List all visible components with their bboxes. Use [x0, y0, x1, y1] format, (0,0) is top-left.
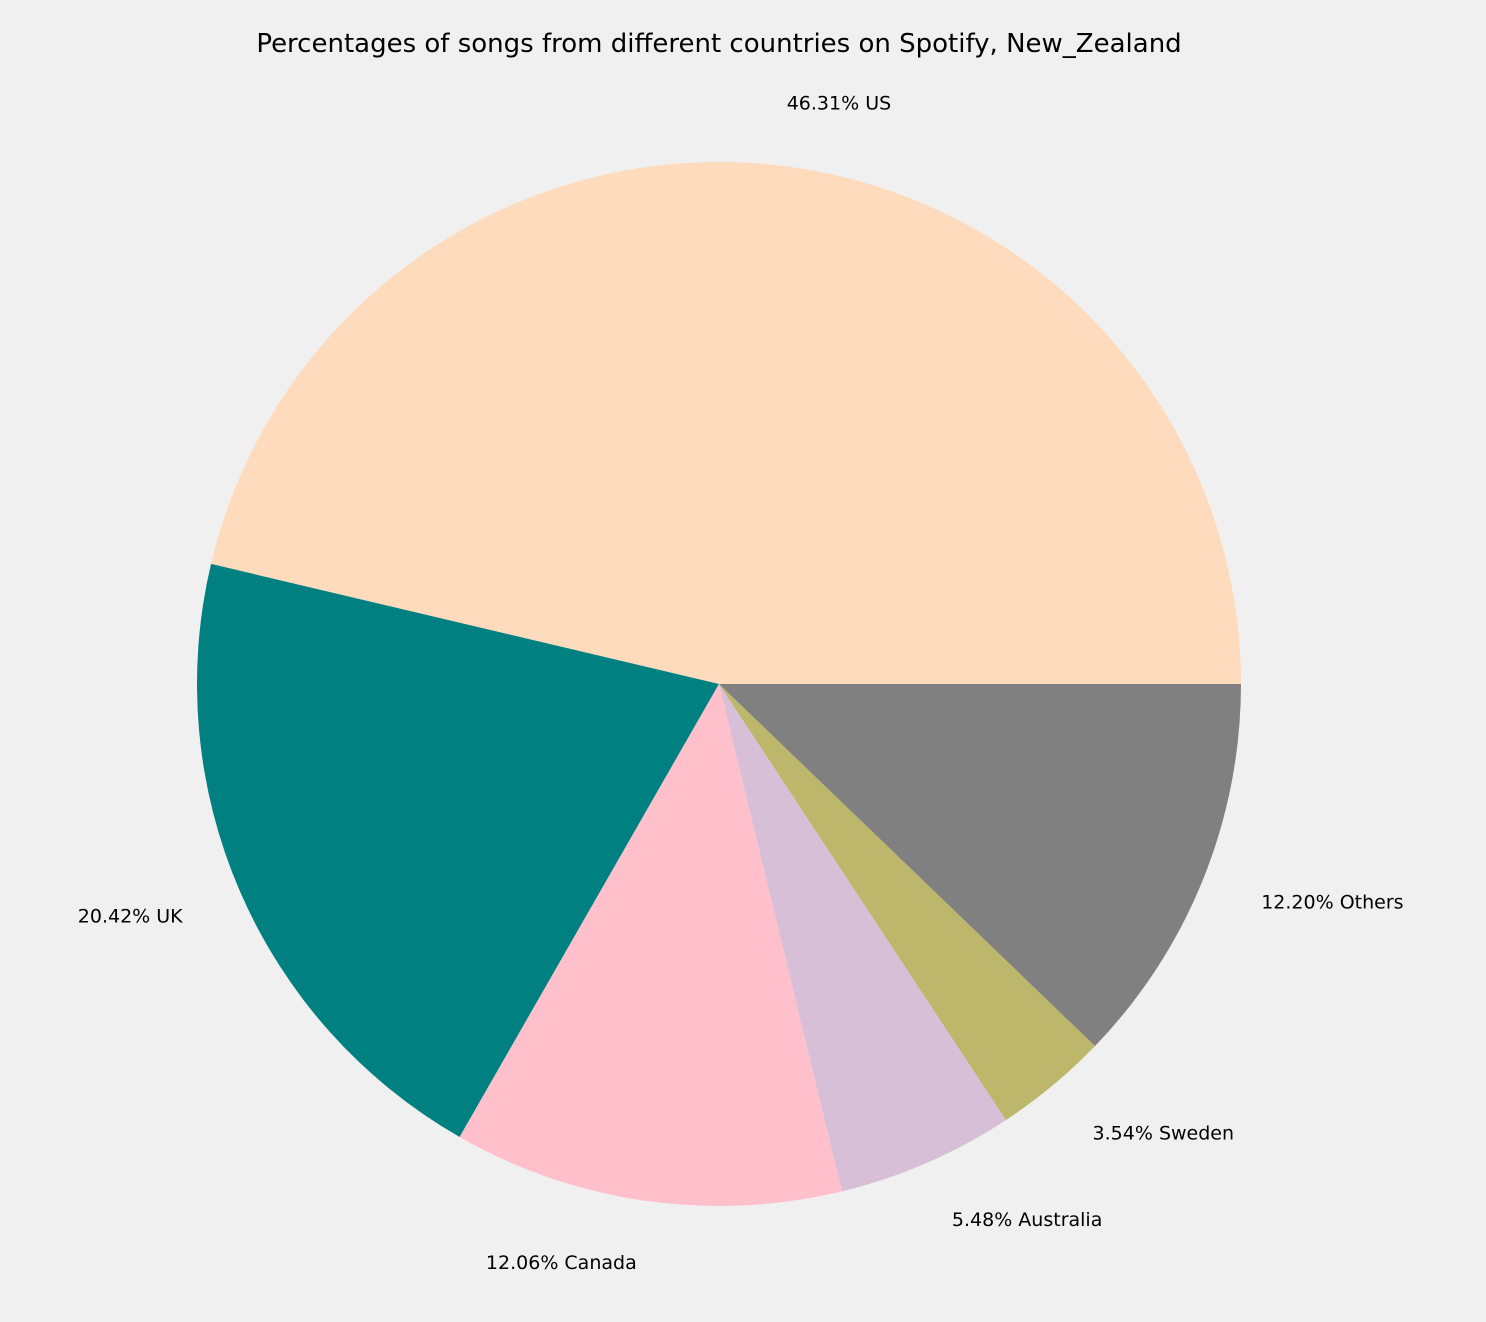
- chart-title: Percentages of songs from different coun…: [256, 29, 1181, 59]
- slice-labels: 46.31% US 20.42% UK 12.06% Canada 5.48% Aus…: [78, 92, 1404, 1274]
- pie-slice-canada: [459, 684, 842, 1206]
- slice-label-canada: 12.06% Canada: [486, 1252, 637, 1274]
- pie-slices: [196, 161, 1241, 1206]
- pie-slice-australia: [719, 684, 1006, 1192]
- slice-label-us: 46.31% US: [787, 92, 891, 114]
- pie-slice-others: [719, 684, 1241, 1047]
- pie-slice-uk: [196, 563, 720, 1137]
- slice-label-australia: 5.48% Australia: [952, 1209, 1102, 1231]
- slice-label-others: 12.20% Others: [1261, 892, 1403, 914]
- pie-slice-us: [211, 161, 1241, 684]
- slice-label-sweden: 3.54% Sweden: [1093, 1123, 1234, 1145]
- pie-slice-sweden: [719, 684, 1096, 1121]
- slice-label-uk: 20.42% UK: [78, 906, 183, 928]
